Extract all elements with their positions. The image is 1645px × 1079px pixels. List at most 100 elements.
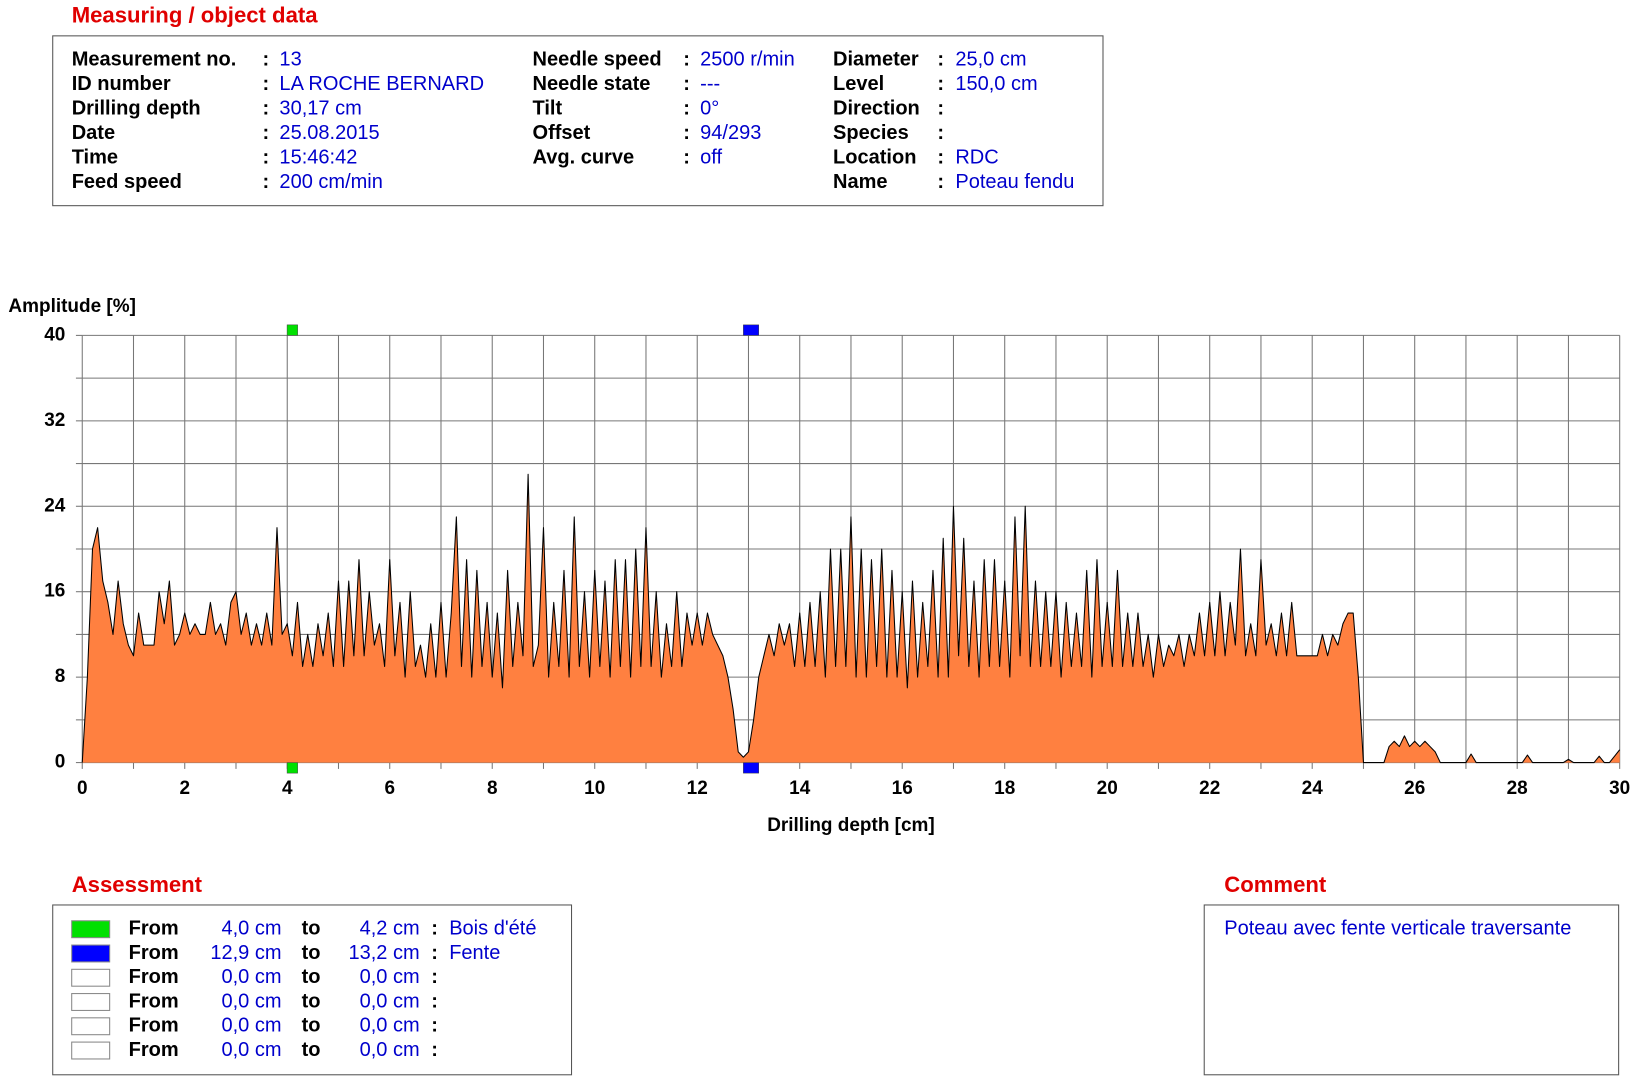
field-label: Date (72, 122, 115, 144)
field-label: Needle speed (533, 48, 662, 70)
field-separator: : (263, 146, 270, 168)
x-tick-label: 18 (994, 778, 1015, 799)
field-label: Needle state (533, 73, 651, 95)
row-separator: : (431, 918, 438, 940)
header-box (52, 35, 1104, 207)
field-value: 200 cm/min (279, 171, 382, 193)
to-value: 0,0 cm (360, 1039, 420, 1061)
field-value: 94/293 (700, 122, 761, 144)
field-value: --- (700, 73, 720, 95)
row-separator: : (431, 1039, 438, 1061)
x-tick-label: 26 (1404, 778, 1425, 799)
to-value: 0,0 cm (360, 1015, 420, 1037)
y-tick-label: 32 (44, 410, 65, 431)
field-separator: : (263, 171, 270, 193)
comment-box (1203, 904, 1620, 1076)
x-axis-label: Drilling depth [cm] (767, 815, 935, 836)
from-value: 0,0 cm (221, 1015, 281, 1037)
field-separator: : (937, 48, 944, 70)
from-value: 0,0 cm (221, 990, 281, 1012)
x-tick-label: 4 (282, 778, 293, 799)
from-word: From (129, 1015, 179, 1037)
field-separator: : (263, 48, 270, 70)
x-tick-label: 24 (1302, 778, 1324, 799)
field-label: Offset (533, 122, 591, 144)
row-separator: : (431, 1015, 438, 1037)
field-value: 25,0 cm (955, 48, 1026, 70)
from-value: 12,9 cm (210, 942, 281, 964)
to-word: to (302, 990, 321, 1012)
field-value: 2500 r/min (700, 48, 795, 70)
assessment-note: Fente (449, 942, 500, 964)
x-tick-label: 2 (179, 778, 190, 799)
field-separator: : (683, 73, 690, 95)
row-separator: : (431, 990, 438, 1012)
x-tick-label: 30 (1609, 778, 1630, 799)
assessment-swatch (71, 993, 111, 1011)
range-marker-top (743, 324, 759, 336)
y-tick-label: 16 (44, 581, 65, 602)
field-label: Drilling depth (72, 97, 201, 119)
x-tick-label: 0 (77, 778, 88, 799)
x-tick-label: 12 (687, 778, 708, 799)
from-value: 0,0 cm (221, 1039, 281, 1061)
area-line (81, 473, 1621, 764)
field-label: Avg. curve (533, 146, 635, 168)
x-tick-label: 10 (584, 778, 605, 799)
field-value: off (700, 146, 722, 168)
from-word: From (129, 966, 179, 988)
assessment-swatch (71, 944, 111, 963)
field-label: Diameter (833, 48, 919, 70)
field-value: LA ROCHE BERNARD (279, 73, 484, 95)
field-label: ID number (72, 73, 171, 95)
field-separator: : (937, 146, 944, 168)
assessment-title: Assessment (72, 872, 203, 897)
comment-title: Comment (1224, 872, 1327, 897)
range-marker-bottom (743, 762, 759, 774)
row-separator: : (431, 966, 438, 988)
field-value: 13 (279, 48, 301, 70)
field-value: 150,0 cm (955, 73, 1037, 95)
field-separator: : (937, 171, 944, 193)
assessment-swatch (71, 1041, 111, 1060)
x-tick-label: 16 (892, 778, 913, 799)
from-word: From (129, 942, 179, 964)
assessment-swatch (71, 1017, 111, 1036)
field-separator: : (937, 73, 944, 95)
field-separator: : (937, 97, 944, 119)
assessment-note: Bois d'été (449, 918, 536, 940)
range-marker-bottom (286, 762, 298, 774)
field-separator: : (937, 122, 944, 144)
from-value: 0,0 cm (221, 966, 281, 988)
assessment-swatch (71, 920, 111, 939)
comment-text: Poteau avec fente verticale traversante (1224, 918, 1571, 940)
field-value: 30,17 cm (279, 97, 361, 119)
field-separator: : (683, 97, 690, 119)
to-word: to (302, 942, 321, 964)
field-value: 15:46:42 (279, 146, 357, 168)
field-value: 0° (700, 97, 719, 119)
row-separator: : (431, 942, 438, 964)
x-tick-label: 8 (487, 778, 498, 799)
field-label: Level (833, 73, 884, 95)
field-separator: : (263, 73, 270, 95)
field-label: Tilt (533, 97, 563, 119)
field-separator: : (683, 122, 690, 144)
field-label: Species (833, 122, 909, 144)
field-value: RDC (955, 146, 998, 168)
field-value: 25.08.2015 (279, 122, 379, 144)
x-tick-label: 22 (1199, 778, 1220, 799)
x-tick-label: 20 (1097, 778, 1118, 799)
header-title: Measuring / object data (72, 3, 319, 28)
to-value: 13,2 cm (348, 942, 419, 964)
to-value: 0,0 cm (360, 966, 420, 988)
from-word: From (129, 918, 179, 940)
y-tick-label: 0 (55, 752, 66, 773)
field-label: Feed speed (72, 171, 182, 193)
y-tick-label: 40 (44, 324, 65, 345)
field-label: Direction (833, 97, 920, 119)
from-value: 4,0 cm (221, 918, 281, 940)
from-word: From (129, 1039, 179, 1061)
field-separator: : (263, 97, 270, 119)
field-separator: : (263, 122, 270, 144)
